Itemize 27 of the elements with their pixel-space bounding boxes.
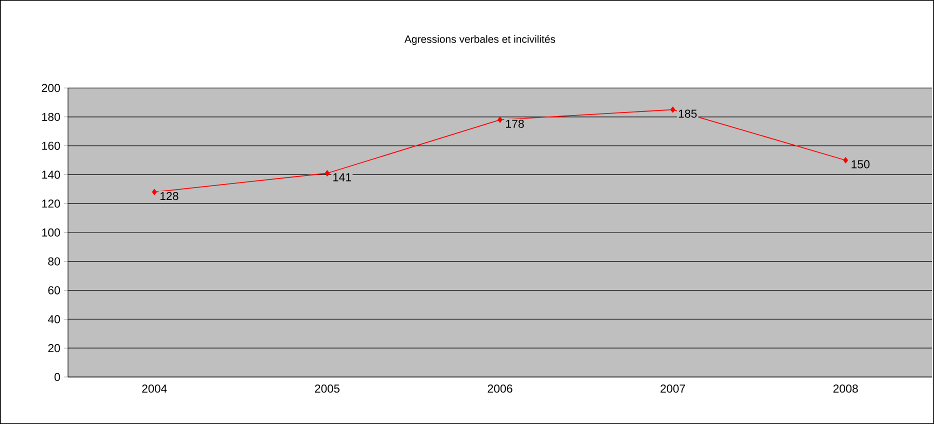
y-tick-label: 180 bbox=[42, 112, 60, 121]
x-tick-label: 2005 bbox=[314, 384, 340, 393]
y-tick-label: 60 bbox=[48, 286, 60, 294]
y-tick-label: 20 bbox=[48, 344, 60, 352]
point bbox=[843, 157, 848, 164]
y-tick-label: 200 bbox=[42, 84, 60, 92]
point bbox=[670, 106, 676, 113]
data-label: 150 bbox=[852, 160, 870, 168]
y-tick-label: 100 bbox=[42, 228, 60, 237]
x-tick-label: 2008 bbox=[833, 384, 858, 393]
y-tick-label: 80 bbox=[48, 257, 60, 266]
point bbox=[498, 116, 502, 123]
x-tick-label: 2006 bbox=[488, 384, 512, 393]
y-tick-label: 0 bbox=[54, 372, 60, 382]
y-tick-label: 140 bbox=[42, 170, 60, 179]
point bbox=[152, 188, 157, 196]
y-tick-label: 40 bbox=[48, 315, 60, 324]
point bbox=[324, 170, 330, 176]
data-label: 185 bbox=[678, 110, 697, 118]
data-label: 128 bbox=[160, 192, 178, 200]
y-tick-label: 160 bbox=[42, 142, 60, 150]
y-tick-label: 120 bbox=[42, 200, 60, 208]
data-label: 141 bbox=[333, 173, 352, 182]
chart-title: Agressions verbales et incivilités bbox=[404, 35, 556, 45]
data-label: 178 bbox=[506, 120, 524, 128]
x-tick-label: 2007 bbox=[660, 384, 686, 393]
x-tick-label: 2004 bbox=[142, 384, 167, 393]
